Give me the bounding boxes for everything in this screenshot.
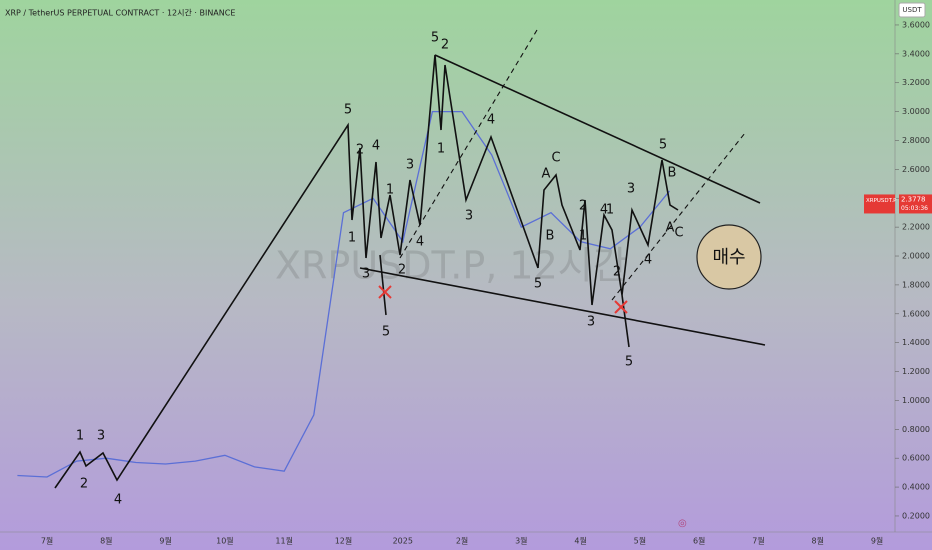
x-tick-label: 4월 <box>574 536 586 546</box>
x-tick-label: 6월 <box>693 536 705 546</box>
wave-label: 3 <box>465 209 473 224</box>
wave-label: 1 <box>579 229 587 244</box>
wave-label: 4 <box>372 139 380 154</box>
price-line <box>17 110 671 478</box>
series-tag: XRPUSDT.P <box>866 198 897 204</box>
y-tick-label: 2.0000 <box>902 252 930 261</box>
wave-label: 5 <box>344 103 352 118</box>
wave-label: 3 <box>97 429 105 444</box>
wave-label: 1 <box>348 231 356 246</box>
cross-mark <box>378 285 628 314</box>
chart-title: XRP / TetherUS PERPETUAL CONTRACT · 12시간… <box>5 8 235 18</box>
trend-line <box>359 267 766 346</box>
x-tick-label: 5월 <box>634 536 646 546</box>
y-tick-label: 1.2000 <box>902 367 930 376</box>
x-tick-label: 9월 <box>159 536 171 546</box>
y-tick-label: 2.8000 <box>902 136 930 145</box>
wave-label: 2 <box>441 38 449 53</box>
x-tick-label: 8월 <box>812 536 824 546</box>
wave-label: 2 <box>579 199 587 214</box>
wave-label: A <box>542 167 551 182</box>
currency-box[interactable] <box>898 2 926 18</box>
x-tick-label: 7월 <box>752 536 764 546</box>
wave-label: 3 <box>587 315 595 330</box>
countdown: 05:03:36 <box>901 205 928 212</box>
x-tick-label: 12월 <box>335 536 353 546</box>
wave-drawing <box>54 29 766 489</box>
wave-label: 3 <box>406 158 414 173</box>
last-price: 2.3778 <box>901 195 926 203</box>
wave-label: 5 <box>625 355 633 370</box>
wave-label: 5 <box>659 138 667 153</box>
y-tick-label: 1.8000 <box>902 280 930 289</box>
wave-label: 1 <box>437 142 445 157</box>
x-tick-label: 9월 <box>871 536 883 546</box>
y-tick-label: 1.6000 <box>902 309 930 318</box>
wave-label: 2 <box>80 477 88 492</box>
trend-line <box>434 54 761 204</box>
wave-label: 4 <box>487 113 495 128</box>
wave-label: 2 <box>398 263 406 278</box>
y-tick-label: 3.6000 <box>902 20 930 29</box>
currency-label: USDT <box>902 6 922 14</box>
buy-label: 매수 <box>712 247 745 268</box>
wave-label: 3 <box>362 267 370 282</box>
x-tick-label: 11월 <box>275 536 293 546</box>
wave-label: 4 <box>644 253 652 268</box>
wave-label: 1 <box>386 183 394 198</box>
y-tick-label: 2.2000 <box>902 223 930 232</box>
wave-label: 3 <box>627 182 635 197</box>
y-tick-label: 0.4000 <box>902 483 930 492</box>
wave-label: B <box>668 166 677 181</box>
wave-line <box>379 254 387 316</box>
y-tick-label: 3.2000 <box>902 78 930 87</box>
y-tick-label: 3.4000 <box>902 49 930 58</box>
wave-label: 4 <box>114 493 122 508</box>
wave-label: 2 <box>613 265 621 280</box>
wave-line <box>537 159 679 306</box>
x-tick-label: 3월 <box>515 536 527 546</box>
y-tick-label: 1.0000 <box>902 396 930 405</box>
x-tick-label: 2025 <box>393 537 413 546</box>
watermark: XRPUSDT.P, 12시간 <box>275 244 628 288</box>
wave-label: 1 <box>606 203 614 218</box>
y-tick-label: 0.2000 <box>902 511 930 520</box>
wave-label: 5 <box>534 277 542 292</box>
y-tick-label: 0.8000 <box>902 425 930 434</box>
wave-label: C <box>674 226 683 241</box>
wave-label: A <box>666 221 675 236</box>
buy-badge <box>696 224 762 290</box>
wave-label: 4 <box>600 203 608 218</box>
wave-label: 5 <box>382 325 390 340</box>
wave-label: 1 <box>76 429 84 444</box>
y-tick-label: 3.0000 <box>902 107 930 116</box>
wave-line <box>54 54 539 489</box>
wave-label: C <box>551 151 560 166</box>
y-tick-label: 1.4000 <box>902 338 930 347</box>
wave-label: 4 <box>416 235 424 250</box>
wave-label: B <box>546 229 555 244</box>
icon: ◎ <box>678 518 687 529</box>
wave-label: 2 <box>356 143 364 158</box>
x-tick-label: 8월 <box>100 536 112 546</box>
x-tick-label: 7월 <box>41 536 53 546</box>
x-tick-label: 10월 <box>216 536 234 546</box>
y-tick-label: 2.6000 <box>902 165 930 174</box>
y-tick-label: 0.6000 <box>902 454 930 463</box>
x-tick-label: 2월 <box>456 536 468 546</box>
price-box <box>899 194 932 214</box>
price-tag <box>864 194 895 214</box>
wave-label: 5 <box>431 31 439 46</box>
